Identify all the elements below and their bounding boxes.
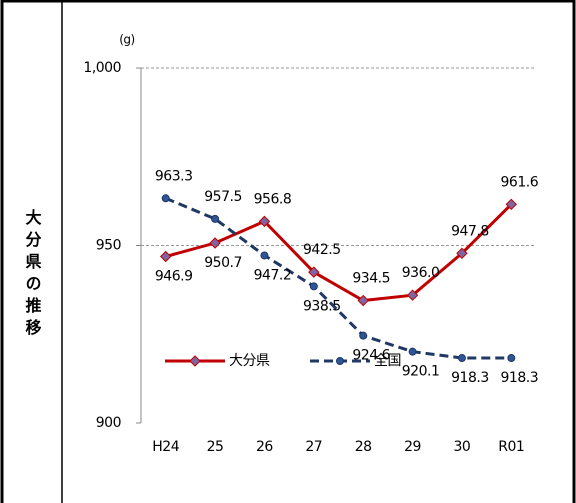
data-label: 947.8 [451,223,489,239]
x-tick-label: R01 [498,439,524,455]
data-label: 936.0 [402,265,440,281]
data-label: 938.5 [303,298,341,314]
marker [406,289,419,301]
marker [308,266,320,278]
legend-label: 大分県 [229,353,270,369]
data-label: 963.3 [155,168,193,184]
data-label: 950.7 [204,255,242,271]
legend-marker [336,357,344,365]
x-tick-label: 26 [256,439,273,455]
x-tick-label: H24 [152,439,179,455]
marker [408,347,417,356]
data-label: 961.6 [501,174,539,190]
data-label: 918.3 [501,370,539,386]
marker [258,215,271,228]
y-unit: (g) [119,33,134,47]
side-label: 大分県の推移 [23,208,42,341]
y-tick-label: 900 [96,415,121,431]
x-tick-label: 27 [305,439,322,455]
data-label: 946.9 [155,269,193,285]
marker [359,331,368,340]
legend-marker [189,355,201,367]
data-label: 934.5 [352,271,390,287]
x-tick-label: 30 [454,439,471,455]
data-label: 920.1 [402,364,440,380]
marker [211,214,220,223]
marker [159,250,172,263]
data-label: 947.2 [254,267,292,283]
x-tick-label: 28 [355,439,372,455]
marker [209,237,221,249]
marker [260,251,269,260]
marker [505,198,518,211]
y-tick-label: 1,000 [83,60,121,76]
marker [357,294,369,307]
marker [507,354,516,363]
marker [456,247,468,260]
data-label: 957.5 [204,189,242,205]
marker [457,354,466,363]
series-line [165,196,512,360]
data-label: 918.3 [451,370,489,386]
data-label: 956.8 [254,191,292,207]
data-label: 924.6 [352,348,390,364]
x-tick-label: 25 [207,439,224,455]
x-tick-label: 29 [404,439,421,455]
data-label: 942.5 [303,242,341,258]
marker [309,282,318,291]
legend-label: 全国 [374,352,401,369]
marker [161,194,170,203]
y-tick-label: 950 [96,238,121,254]
series-line [165,203,513,303]
